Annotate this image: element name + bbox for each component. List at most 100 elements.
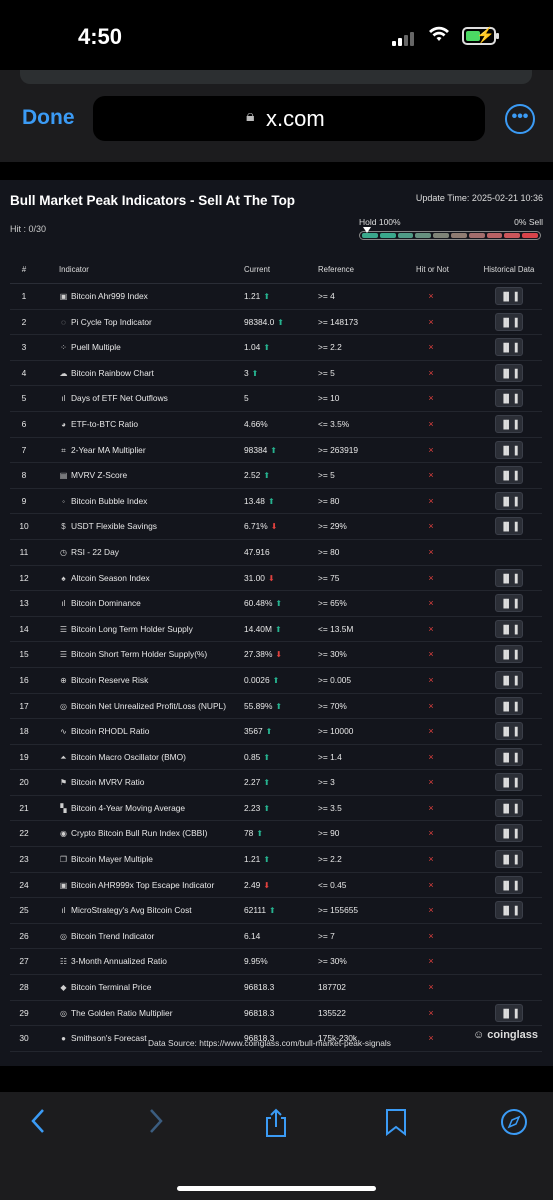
current-value: 96818.3	[244, 975, 274, 999]
close-icon: ×	[428, 854, 434, 865]
chevron-right-icon[interactable]	[148, 1108, 164, 1141]
address-bar[interactable]: 🔒︎ x.com	[93, 96, 485, 141]
indicator-name[interactable]: ◌ Pi Cycle Top Indicator	[59, 310, 152, 335]
historical-data-button[interactable]: ▐▌▐	[495, 312, 523, 331]
indicator-name[interactable]: ♠ Altcoin Season Index	[59, 566, 149, 591]
hit-status: ×	[416, 463, 446, 487]
indicator-name[interactable]: ▣ Bitcoin AHR999x Top Escape Indicator	[59, 873, 215, 898]
indicator-name[interactable]: ▚ Bitcoin 4-Year Moving Average	[59, 796, 185, 821]
current-value-text: 2.52	[244, 470, 261, 481]
reference-value: 187702	[318, 982, 346, 993]
historical-data-button[interactable]: ▐▌▐	[495, 440, 523, 459]
current-value: 31.00 ⬇	[244, 566, 275, 591]
historical-data-button[interactable]: ▐▌▐	[495, 645, 523, 664]
historical-data-button[interactable]: ▐▌▐	[495, 594, 523, 613]
hit-status: ×	[416, 310, 446, 334]
historical-data-button[interactable]: ▐▌▐	[495, 491, 523, 510]
historical-data-button[interactable]: ▐▌▐	[495, 670, 523, 689]
bar-chart-icon: ▐▌▐	[500, 1008, 518, 1018]
historical-data-button[interactable]: ▐▌▐	[495, 798, 523, 817]
historical-data-button[interactable]: ▐▌▐	[495, 824, 523, 843]
hit-status: ×	[416, 335, 446, 359]
current-value: 2.52 ⬆	[244, 463, 270, 488]
historical-data-button[interactable]: ▐▌▐	[495, 414, 523, 433]
compass-icon[interactable]	[500, 1108, 528, 1143]
bar-chart-icon: ▐▌▐	[500, 675, 518, 685]
row-number: 25	[19, 905, 29, 916]
close-icon: ×	[428, 495, 434, 506]
indicator-name[interactable]: ▣ Bitcoin Ahr999 Index	[59, 284, 148, 309]
indicator-name[interactable]: ⌗ 2-Year MA Multiplier	[59, 438, 145, 463]
historical-data-button[interactable]: ▐▌▐	[495, 901, 523, 920]
indicator-label: Bitcoin Macro Oscillator (BMO)	[71, 751, 186, 762]
history-cell: ▐▌▐	[477, 745, 541, 769]
indicator-name[interactable]: ◷ RSI - 22 Day	[59, 540, 119, 565]
indicator-name[interactable]: ◎ Bitcoin Trend Indicator	[59, 924, 154, 949]
historical-data-button[interactable]: ▐▌▐	[495, 338, 523, 357]
indicator-name[interactable]: ◉ Crypto Bitcoin Bull Run Index (CBBI)	[59, 821, 207, 846]
bar-chart-icon: ▐▌▐	[500, 855, 518, 865]
historical-data-button[interactable]: ▐▌▐	[495, 568, 523, 587]
ellipsis-icon[interactable]: •••	[505, 104, 535, 134]
current-value-text: 27.38%	[244, 649, 273, 660]
indicator-name[interactable]: ◎ Bitcoin Net Unrealized Profit/Loss (NUP…	[59, 694, 226, 719]
current-value-text: 96818.3	[244, 1007, 275, 1018]
bar-chart-icon: ▐▌▐	[500, 419, 518, 429]
indicator-name[interactable]: ▤ MVRV Z-Score	[59, 463, 127, 488]
current-value-text: 3	[244, 367, 249, 378]
chevron-left-icon[interactable]	[30, 1108, 46, 1141]
historical-data-button[interactable]: ▐▌▐	[495, 517, 523, 536]
indicator-name[interactable]: ∿ Bitcoin RHODL Ratio	[59, 719, 149, 744]
historical-data-button[interactable]: ▐▌▐	[495, 875, 523, 894]
indicator-name[interactable]: ◎ The Golden Ratio Multiplier	[59, 1001, 172, 1026]
historical-data-button[interactable]: ▐▌▐	[495, 363, 523, 382]
indicator-name[interactable]: ıl Days of ETF Net Outflows	[59, 386, 168, 411]
indicator-label: Crypto Bitcoin Bull Run Index (CBBI)	[71, 828, 208, 839]
historical-data-button[interactable]: ▐▌▐	[495, 287, 523, 305]
indicator-icon: ❐	[59, 855, 68, 865]
reference-value: <= 0.45	[318, 879, 347, 890]
hit-status: ×	[416, 1026, 446, 1050]
current-value-text: 98384.0	[244, 316, 275, 327]
indicator-name[interactable]: ● Smithson's Forecast	[59, 1026, 147, 1051]
col-reference: Reference	[318, 265, 354, 274]
indicator-label: Bitcoin Mayer Multiple	[71, 854, 153, 865]
indicator-name[interactable]: ❐ Bitcoin Mayer Multiple	[59, 847, 153, 872]
reference-value: >= 2.2	[318, 854, 342, 865]
indicator-name[interactable]: ☰ Bitcoin Long Term Holder Supply	[59, 617, 193, 642]
share-icon[interactable]	[264, 1108, 288, 1145]
done-button[interactable]: Done	[22, 106, 75, 129]
indicator-name[interactable]: $ USDT Flexible Savings	[59, 514, 157, 539]
indicator-name[interactable]: ◆ Bitcoin Terminal Price	[59, 975, 151, 1000]
history-cell: ▐▌▐	[477, 668, 541, 692]
trend-up-icon: ⬆	[263, 292, 271, 301]
historical-data-button[interactable]: ▐▌▐	[495, 619, 523, 638]
historical-data-button[interactable]: ▐▌▐	[495, 389, 523, 408]
bookmark-icon[interactable]	[384, 1108, 408, 1143]
indicator-name[interactable]: ☷ 3-Month Annualized Ratio	[59, 949, 167, 974]
indicator-name[interactable]: ◕ ETF-to-BTC Ratio	[59, 412, 138, 437]
current-value-text: 60.48%	[244, 598, 273, 609]
historical-data-button[interactable]: ▐▌▐	[495, 722, 523, 741]
indicator-name[interactable]: ◦ Bitcoin Bubble Index	[59, 489, 147, 514]
historical-data-button[interactable]: ▐▌▐	[495, 773, 523, 792]
historical-data-button[interactable]: ▐▌▐	[495, 466, 523, 485]
trend-down-icon: ⬇	[270, 522, 278, 532]
indicator-name[interactable]: ıl Bitcoin Dominance	[59, 591, 141, 616]
indicator-name[interactable]: ☁ Bitcoin Rainbow Chart	[59, 361, 154, 386]
indicator-name[interactable]: ⁘ Puell Multiple	[59, 335, 121, 360]
hold-sell-gauge	[359, 231, 541, 240]
indicator-name[interactable]: ⊕ Bitcoin Reserve Risk	[59, 668, 148, 693]
indicator-icon: ♠	[61, 573, 66, 583]
indicator-name[interactable]: ☰ Bitcoin Short Term Holder Supply(%)	[59, 642, 207, 667]
historical-data-button[interactable]: ▐▌▐	[495, 850, 523, 869]
indicator-icon: ◎	[60, 1008, 67, 1018]
indicator-name[interactable]: ıl MicroStrategy's Avg Bitcoin Cost	[59, 898, 192, 923]
indicator-name[interactable]: ⚑ Bitcoin MVRV Ratio	[59, 770, 144, 795]
historical-data-button[interactable]: ▐▌▐	[495, 747, 523, 766]
indicator-name[interactable]: ⏶ Bitcoin Macro Oscillator (BMO)	[59, 745, 186, 770]
trend-up-icon: ⬆	[270, 445, 277, 455]
historical-data-button[interactable]: ▐▌▐	[495, 1003, 523, 1022]
historical-data-button[interactable]: ▐▌▐	[495, 696, 523, 715]
hit-status: ×	[416, 386, 446, 410]
